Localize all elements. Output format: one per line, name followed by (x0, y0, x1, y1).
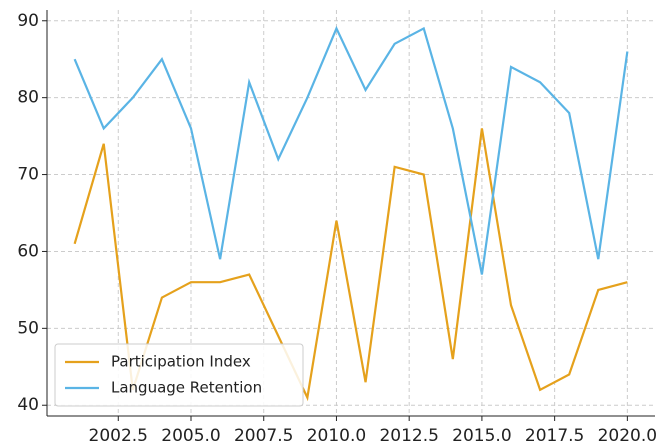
x-tick-label: 2020.0 (598, 426, 657, 444)
y-tick-label: 80 (17, 88, 39, 108)
series-line (73, 128, 628, 402)
legend-frame (54, 343, 304, 407)
series-line (73, 25, 629, 275)
x-tick-label: 2012.5 (379, 426, 438, 444)
x-tick-label: 2002.5 (89, 426, 148, 444)
y-tick-label: 40 (17, 395, 39, 415)
y-tick-label: 70 (17, 165, 39, 185)
y-tick-label: 50 (17, 318, 39, 338)
x-tick-label: 2010.0 (307, 426, 366, 444)
x-tick-label: 2005.0 (161, 426, 220, 444)
x-tick-label: 2017.5 (525, 426, 584, 444)
x-tick-label: 2015.0 (452, 426, 511, 444)
legend-label: Language Retention (111, 379, 262, 397)
y-tick-label: 90 (17, 11, 39, 31)
legend: Participation Index Language Retention (54, 343, 304, 407)
x-tick-label: 2007.5 (234, 426, 293, 444)
legend-label: Participation Index (111, 353, 251, 371)
y-tick-label: 60 (17, 241, 39, 261)
